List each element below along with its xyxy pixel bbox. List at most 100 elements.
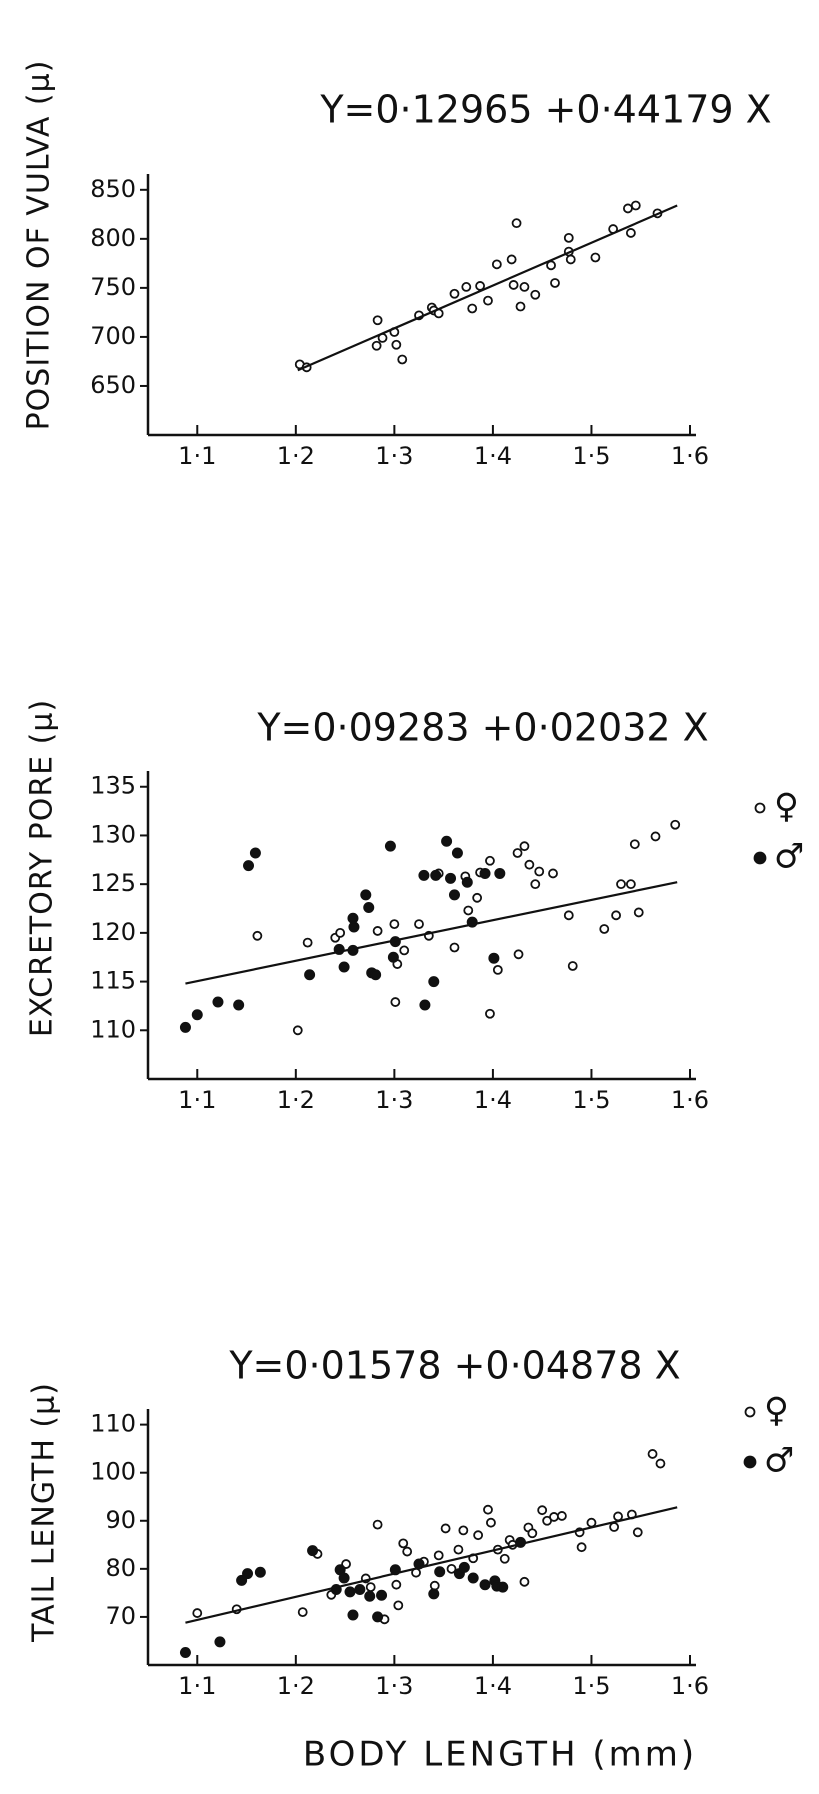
x-tick-label: 1·3 [375,442,413,470]
data-point [609,1522,620,1532]
data-point [354,1584,366,1596]
scatter-chart: Y=0·12965 +0·44179 X POSITION OF VULVA (μ… [22,60,772,470]
data-point [446,1563,457,1574]
data-point [192,1608,203,1618]
data-point [360,889,372,901]
x-tick-label: 1·4 [474,1086,512,1114]
data-point [233,999,245,1011]
data-point [497,1581,509,1593]
legend-label: ♂ [774,837,804,877]
data-point [563,232,574,243]
data-point [494,867,506,879]
y-tick-label: 125 [90,869,136,897]
data-point [530,879,541,890]
data-point [249,847,261,859]
data-point [448,889,460,901]
data-point [534,866,545,877]
data-point [440,1523,451,1534]
data-point [214,1636,226,1648]
data-point [397,354,408,365]
chart-title: Y=0·01578 +0·04878 X [228,1344,680,1388]
data-point [449,942,460,953]
x-tick-label: 1·5 [572,1672,610,1700]
x-tick-label: 1·3 [375,1086,413,1114]
data-point [515,301,526,312]
data-point [556,1511,567,1521]
data-point [307,1545,319,1557]
data-point [365,1582,376,1593]
data-point [485,855,495,866]
data-point [384,840,396,852]
data-point [629,839,640,850]
x-tick-label: 1·1 [178,442,216,470]
data-point [670,819,681,830]
data-point [633,907,644,918]
data-point [441,835,453,847]
data-point [548,868,558,879]
data-point [486,1517,496,1528]
y-tick-label: 110 [90,1015,136,1043]
data-point [191,1009,203,1021]
data-point [479,1579,491,1591]
data-point [623,203,633,214]
data-point [434,1566,446,1578]
data-point [599,924,610,934]
data-point [530,289,541,300]
data-point [212,996,224,1008]
x-tick-label: 1·3 [375,1672,413,1700]
data-point [451,847,463,859]
y-tick-label: 650 [90,371,136,399]
data-point [372,1611,384,1623]
data-point [252,930,263,941]
data-point [461,876,473,888]
y-tick-label: 110 [90,1410,136,1438]
data-point [445,872,457,884]
data-point [616,879,626,890]
data-point [479,867,491,879]
y-tick-label: 800 [90,224,136,252]
x-tick-label: 1·6 [671,442,709,470]
data-point [586,1517,597,1528]
data-point [650,831,661,842]
data-point [347,1609,359,1621]
data-point [242,1568,254,1580]
data-point [613,1511,623,1522]
data-point [399,945,410,956]
data-point [402,1546,413,1557]
data-point [338,1572,350,1584]
data-point [347,912,359,924]
data-point [428,1588,440,1600]
data-point [499,1553,510,1564]
legend-marker [743,1455,757,1469]
data-point [467,1572,479,1584]
data-point [418,869,430,881]
data-point [430,869,442,881]
x-tick-label: 1·1 [178,1672,216,1700]
scatter-chart: Y=0·09283 +0·02032 X EXCRETORY PORE (μ) 11… [25,699,805,1114]
y-tick-label: 135 [90,772,136,800]
y-tick-label: 100 [90,1458,136,1486]
data-point [179,1021,191,1033]
data-point [630,200,641,211]
data-point [254,1566,266,1578]
y-tick-label: 130 [90,820,136,848]
legend-label: ♂ [764,1441,794,1481]
data-point [483,1504,493,1515]
y-tick-label: 115 [90,967,136,995]
data-point [419,999,431,1011]
y-tick-label: 700 [90,322,136,350]
data-point [519,841,530,852]
y-tick-label: 90 [105,1506,136,1534]
y-tick-label: 750 [90,273,136,301]
data-point [550,278,560,288]
data-point [563,910,574,921]
data-point [453,1544,464,1555]
data-point [506,254,517,265]
data-point [473,1530,484,1541]
data-point [179,1647,191,1659]
data-point [625,879,636,890]
data-point [297,1607,308,1618]
data-point [491,259,502,270]
data-point [338,961,350,973]
